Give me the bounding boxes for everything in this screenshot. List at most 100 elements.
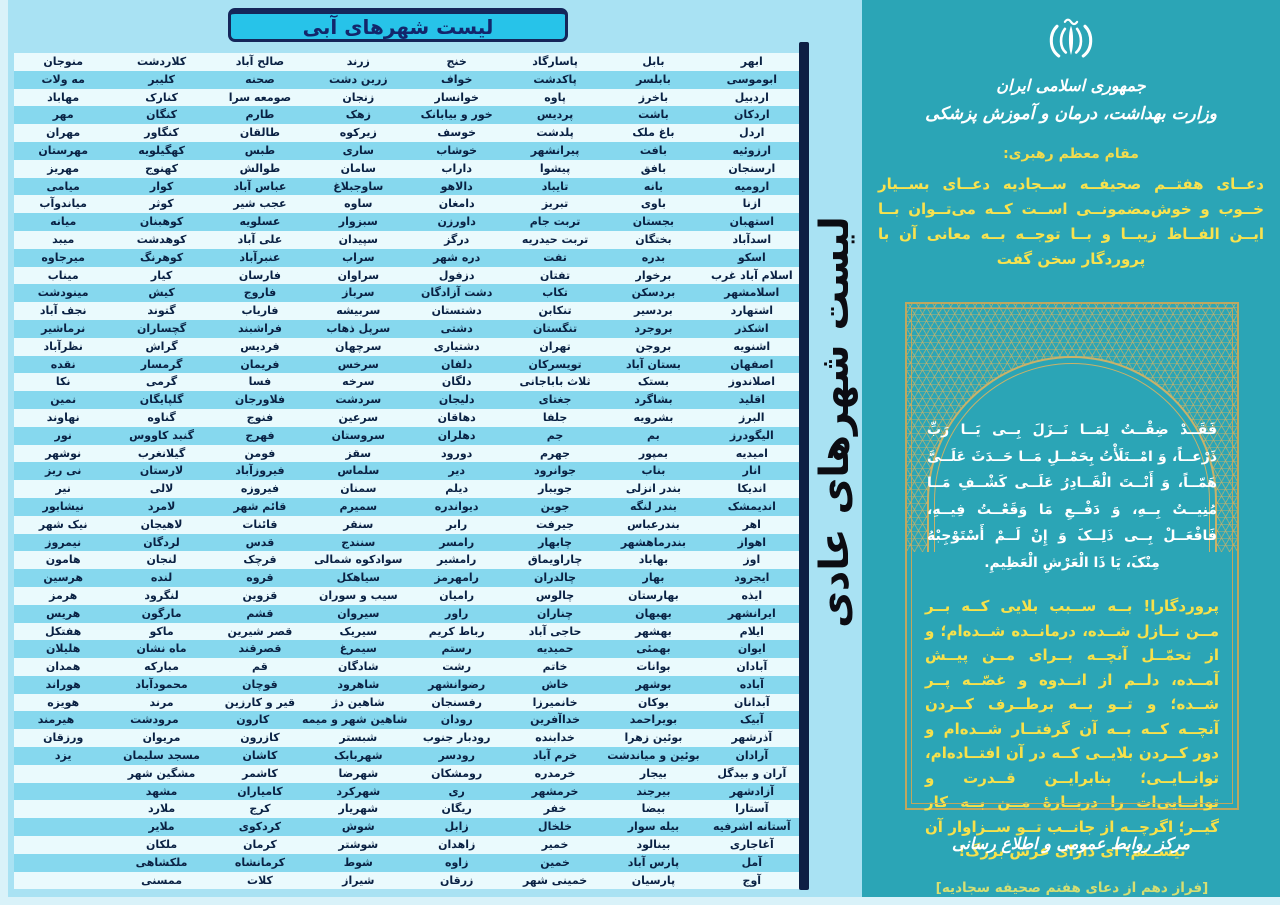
city-cell: آبیک [739,713,764,727]
city-cell: عنبرآباد [239,250,281,264]
city-cell: سردشت [335,393,382,407]
city-cell: فریمان [240,357,280,371]
city-cell: حمیدیه [536,642,574,656]
table-row: اندیمشک بندر لنگه جوین دیواندره سمیرم قائم شه… [14,497,801,516]
city-cell: ارومیه [734,179,770,193]
city-cell: نیر [55,482,71,496]
city-cell: تنگستان [532,321,578,335]
city-cell: بیرجند [636,784,671,798]
city-cell: آبدانان [733,695,770,709]
city-cell: بوانات [636,660,671,674]
table-row: اصفهان بستان آباد تویسرکان دلفان سرخس فریمان گ… [14,355,801,374]
table-row: آبادان بوانات خاتم رشت شادگان قم مبارکه همدان [14,658,801,676]
city-cell: تبریز [541,197,569,211]
city-cell: انار [742,464,761,478]
city-cell: کرج [249,802,271,816]
city-cell: بهبهان [635,606,672,620]
city-cell: سربیشه [336,304,381,318]
city-cell: بستک [637,375,669,389]
city-cell: زهک [345,108,371,122]
city-cell: بهشهر [635,624,672,638]
city-cell: ری [448,784,465,798]
city-cell: خور و بیابانک [420,108,493,122]
city-cell: شهریار [338,802,379,816]
geometric-pattern [907,304,1237,552]
city-cell: قرچک [243,553,277,567]
city-cell: رابر [446,517,468,531]
city-cell: بیجار [639,766,667,780]
city-cell: کرمان [243,838,277,852]
page-title: لیست شهرهای آبی [228,8,568,42]
city-cell: تنکابن [538,304,572,318]
city-cell: قائم شهر [233,499,287,513]
city-cell: دورود [441,446,473,460]
city-cell: چناران [537,606,574,620]
city-cell: مشهد [145,784,178,798]
table-row: ایذه بهارستان چالوس رامیان سیب و سوران قزوین ل… [14,586,801,605]
city-cell: میاندوآب [39,197,87,211]
city-cell: رشت [442,660,472,674]
city-cell: فیروزآباد [235,464,285,478]
city-cell: ایوان [737,642,766,656]
table-row: آباده بوشهر خاش رضوانشهر شاهرود قوچان محمودآبا… [14,675,801,694]
city-cell: اسلامشهر [724,286,780,300]
city-cell: بم [647,428,660,442]
city-cell: دشت آزادگان [421,286,493,300]
city-cell: کیار [150,268,173,282]
city-cell: ایلام [739,624,764,638]
table-row: استهبان بجستان تربت جام داورزن سبزوار عسلویه ک… [14,213,801,231]
city-cell: گرمسار [140,357,183,371]
city-cell: قیر و کارزین [224,695,296,709]
ministry-name: وزارت بهداشت، درمان و آموزش پزشکی [925,104,1217,124]
city-cell: بندرماهشهر [620,535,687,549]
city-cell: بستان آباد [626,357,681,371]
city-cell: ماه نشان [136,642,187,656]
city-cell: سمنان [340,482,377,496]
city-cell: نهاوند [46,410,80,424]
table-row: ایوان بهمئی حمیدیه رستم سیمرغ قصرقند ماه نشان ه… [14,640,801,659]
city-cell: خرمشهر [531,784,579,798]
table-row: ارسنجان بافق پیشوا داراب سامان طوالش کهنوج مهری… [14,159,801,178]
city-cell: بدره [641,250,666,264]
city-cell: میبد [52,232,75,246]
city-cell: لامرد [147,499,176,513]
table-row: اصلاندوز بستک ثلاث باباجانی دلگان سرخه فسا گرم… [14,373,801,392]
city-cell: بندر انزلی [625,482,681,496]
city-cell: اشنویه [733,339,771,353]
city-cell: سراوان [337,268,380,282]
city-cell: هیرمند [37,713,75,727]
city-cell: سرچهان [335,339,382,353]
city-cell: صومعه سرا [228,90,292,104]
city-cell: فیروزه [240,482,280,496]
city-cell: تایباد [541,179,569,193]
city-cell: تفتان [540,268,571,282]
city-cell: سرباز [342,286,375,300]
city-cell: ایذه [741,588,763,602]
city-cell: کوهرنگ [139,250,184,264]
city-cell: ساوه [344,197,373,211]
city-cell: شهربابک [334,749,383,763]
city-cell: مبارکه [144,660,179,674]
city-cell: کهگیلویه [138,143,185,157]
city-cell: مهریز [47,161,80,175]
city-cell: کنگاور [144,126,179,140]
city-cell: فسا [248,375,272,389]
city-cell: بختگان [635,232,672,246]
city-cell: کوهدشت [136,232,187,246]
city-cell: بینالود [636,838,671,852]
city-cell: گرمی [145,375,178,389]
city-cell: بوشهر [635,677,672,691]
city-cell: دلفان [441,357,473,371]
city-cell: بهار [642,571,665,585]
city-cell: کنارک [145,90,178,104]
city-cell: پیشوا [539,161,571,175]
city-cell: قم [252,660,268,674]
city-cell: حاجی آباد [528,624,582,638]
city-cell: لنده [150,571,173,585]
city-cell: شاهرود [337,677,380,691]
city-cell: کرمانشاه [234,855,285,869]
city-cell: بهارستان [628,588,679,602]
city-cell: طالقان [239,126,280,140]
city-cell: بجستان [632,215,675,229]
